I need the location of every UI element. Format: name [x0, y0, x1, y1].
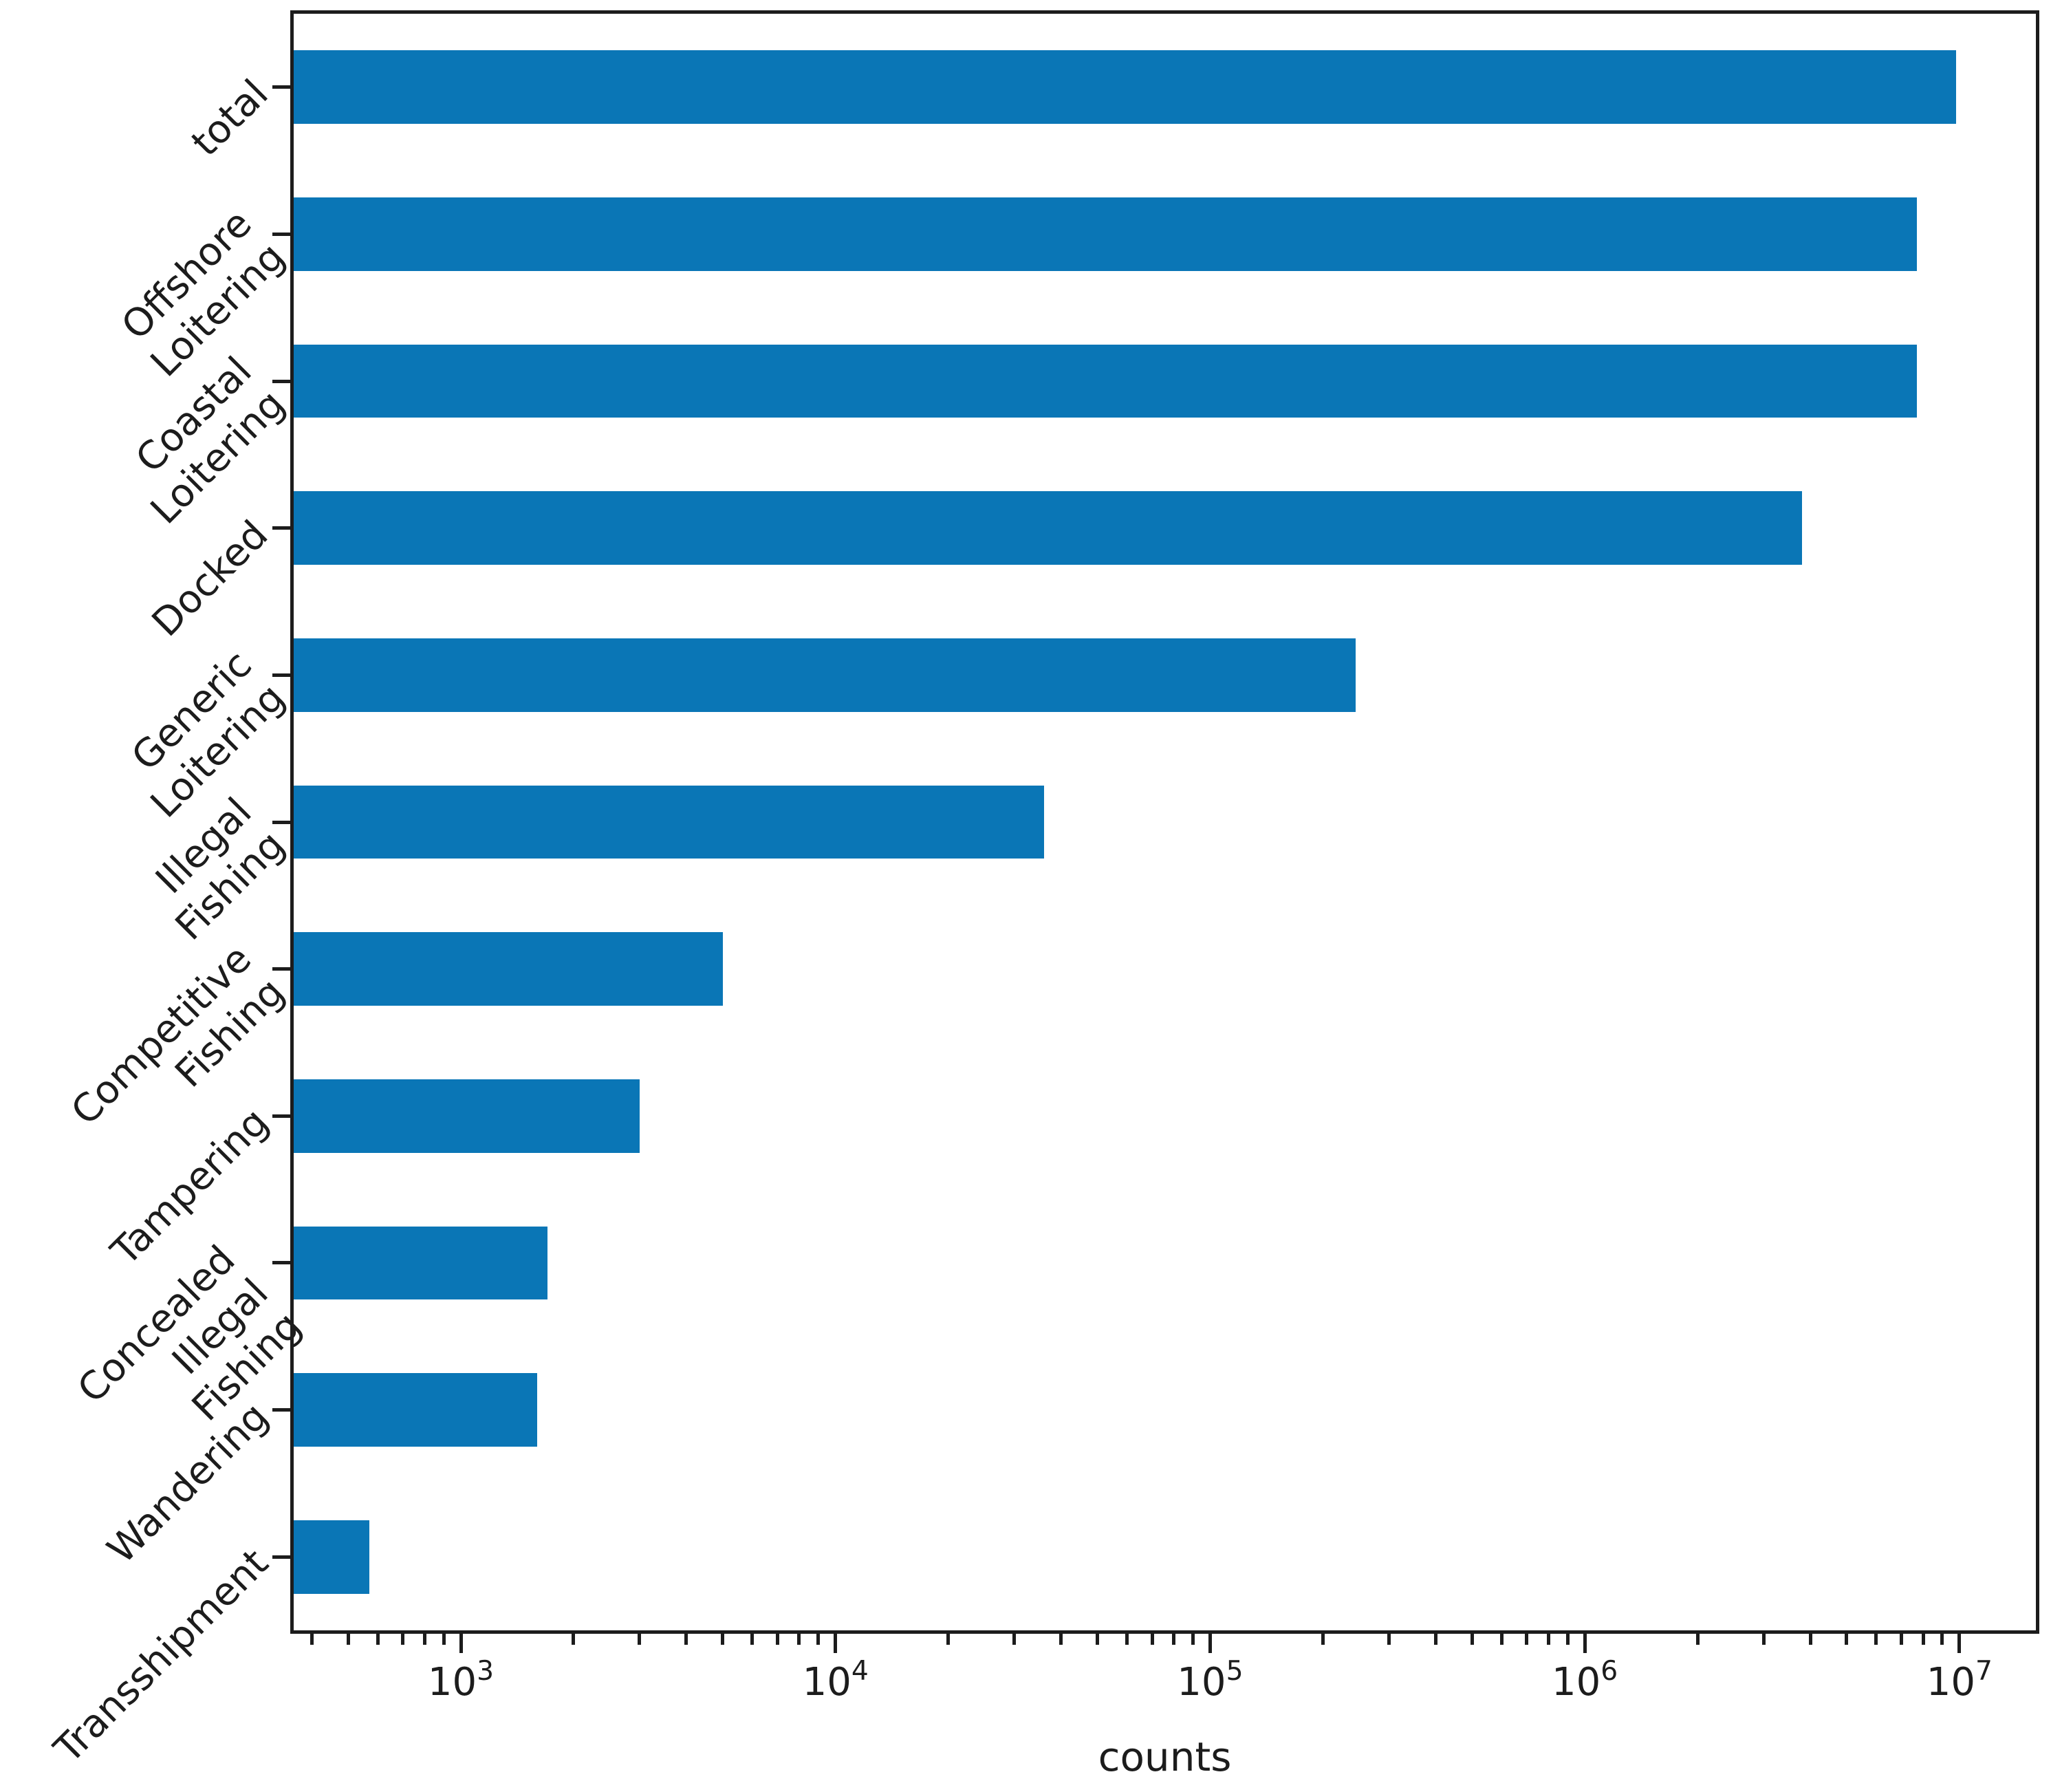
x-minor-tick: [310, 1634, 314, 1645]
x-minor-tick: [401, 1634, 405, 1645]
x-minor-tick: [1172, 1634, 1176, 1645]
y-tick: [272, 379, 290, 383]
bar: [294, 1373, 538, 1447]
x-minor-tick: [638, 1634, 642, 1645]
x-minor-tick: [816, 1634, 821, 1645]
x-tick-label: 103: [427, 1656, 495, 1705]
x-major-tick: [1957, 1634, 1962, 1653]
y-tick: [272, 820, 290, 824]
x-minor-tick: [1546, 1634, 1550, 1645]
x-minor-tick: [1191, 1634, 1195, 1645]
x-minor-tick: [1387, 1634, 1391, 1645]
x-minor-tick: [442, 1634, 446, 1645]
x-minor-tick: [1095, 1634, 1099, 1645]
bar: [294, 197, 1917, 271]
y-tick: [272, 1261, 290, 1265]
x-minor-tick: [1525, 1634, 1529, 1645]
bar: [294, 785, 1044, 859]
x-minor-tick: [1499, 1634, 1504, 1645]
x-minor-tick: [1150, 1634, 1154, 1645]
x-minor-tick: [1433, 1634, 1437, 1645]
bar: [294, 638, 1356, 712]
x-minor-tick: [1012, 1634, 1017, 1645]
x-minor-tick: [1470, 1634, 1474, 1645]
bar: [294, 1226, 547, 1300]
x-major-tick: [1208, 1634, 1212, 1653]
x-minor-tick: [1695, 1634, 1700, 1645]
x-minor-tick: [721, 1634, 725, 1645]
y-tick-label: Generic Loitering: [123, 642, 294, 828]
x-minor-tick: [376, 1634, 380, 1645]
x-minor-tick: [1921, 1634, 1925, 1645]
x-minor-tick: [1845, 1634, 1849, 1645]
bar: [294, 1079, 640, 1153]
x-minor-tick: [1125, 1634, 1129, 1645]
y-tick: [272, 1114, 290, 1118]
x-minor-tick: [422, 1634, 426, 1645]
y-tick-label: Transshipment: [45, 1540, 277, 1772]
bar: [294, 50, 1957, 125]
y-tick: [272, 85, 290, 89]
x-minor-tick: [946, 1634, 951, 1645]
y-tick-label: total: [183, 71, 277, 165]
y-tick: [272, 673, 290, 677]
x-axis-label: counts: [1098, 1734, 1232, 1780]
y-tick: [272, 232, 290, 236]
y-tick-label: Coastal Loitering: [127, 348, 294, 533]
x-tick-label: 105: [1177, 1656, 1244, 1705]
x-minor-tick: [775, 1634, 779, 1645]
y-tick-label: Docked: [144, 512, 277, 645]
y-tick: [272, 1408, 290, 1412]
x-major-tick: [834, 1634, 838, 1653]
x-minor-tick: [1565, 1634, 1570, 1645]
bar: [294, 932, 723, 1006]
x-major-tick: [1583, 1634, 1587, 1653]
x-minor-tick: [1321, 1634, 1325, 1645]
y-tick-label: Offshore Loitering: [113, 202, 294, 387]
y-tick: [272, 526, 290, 530]
x-minor-tick: [797, 1634, 801, 1645]
x-minor-tick: [1874, 1634, 1878, 1645]
y-tick: [272, 967, 290, 971]
x-minor-tick: [572, 1634, 576, 1645]
x-minor-tick: [1940, 1634, 1944, 1645]
bar: [294, 344, 1917, 418]
x-minor-tick: [346, 1634, 350, 1645]
y-tick: [272, 1555, 290, 1559]
x-minor-tick: [684, 1634, 688, 1645]
x-major-tick: [459, 1634, 463, 1653]
bar: [294, 491, 1802, 565]
x-minor-tick: [750, 1634, 755, 1645]
x-minor-tick: [1761, 1634, 1766, 1645]
y-tick-label: Illegal Fishing: [147, 789, 294, 949]
x-tick-label: 104: [802, 1656, 869, 1705]
bar: [294, 1520, 370, 1594]
x-minor-tick: [1808, 1634, 1812, 1645]
x-tick-label: 107: [1926, 1656, 1993, 1705]
x-tick-label: 106: [1552, 1656, 1618, 1705]
x-minor-tick: [1059, 1634, 1063, 1645]
x-minor-tick: [1899, 1634, 1903, 1645]
